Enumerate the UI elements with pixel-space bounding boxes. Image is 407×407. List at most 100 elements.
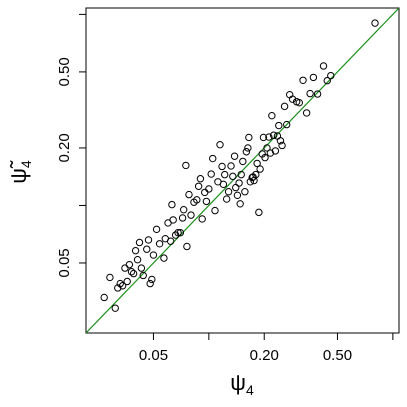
data-point [129,269,138,278]
data-point [276,137,285,145]
data-point [176,229,185,237]
data-point [244,144,252,152]
data-point [183,242,191,251]
data-point [146,279,154,288]
data-point [265,133,273,141]
data-point [309,73,318,82]
data-point [261,153,269,162]
data-point [193,196,201,204]
data-point [233,191,242,200]
data-point [280,102,289,111]
data-point [114,284,122,292]
data-point [106,273,114,282]
data-point [222,195,231,203]
data-point [198,215,206,223]
data-point [179,206,188,214]
data-point [133,256,142,264]
identity-line [86,8,399,333]
data-point [216,140,224,149]
data-point [121,264,129,272]
data-point [219,180,228,189]
data-point [230,152,239,160]
data-point [148,275,156,284]
data-point [171,231,180,239]
data-point [269,131,278,139]
data-point [278,141,286,150]
x-tick-label: 0.50 [323,347,352,364]
data-point [242,148,251,156]
data-point [323,76,331,85]
data-point [313,90,322,98]
data-point [245,133,253,142]
x-axis-subscript: 4 [246,382,254,398]
data-point [168,200,176,209]
data-point [253,159,261,168]
data-point [209,154,217,163]
x-tick-label: 0.05 [139,347,168,364]
data-point [185,190,193,199]
y-tick-label: 0.50 [56,57,73,86]
data-point [139,271,147,280]
y-tick-label: 0.05 [56,248,73,277]
data-point [221,170,229,179]
data-point [131,246,140,255]
data-point [123,277,131,286]
data-point [100,293,108,302]
data-point [205,185,213,193]
data-point [149,251,158,259]
data-point [237,170,245,179]
data-point [266,149,275,157]
y-axis-subscript: 4 [18,160,34,168]
data-point [174,229,182,237]
data-point [152,225,161,234]
data-point [275,121,283,130]
data-point [169,216,177,224]
data-point [201,188,209,197]
data-point [218,162,226,171]
data-point [299,76,307,84]
x-axis-title: ψ4 [230,370,254,398]
data-point [182,161,190,170]
x-tick-label: 0.20 [250,347,279,364]
data-point [143,245,151,253]
data-point [125,260,134,269]
plot-frame [85,7,400,334]
data-point [207,170,215,178]
data-point [235,179,243,187]
y-axis-title: ψ̃4 [6,160,34,184]
data-point [295,98,303,107]
data-point [194,182,203,190]
data-point [232,183,240,192]
data-point [259,133,268,142]
data-point [255,208,263,217]
data-point [224,188,233,196]
data-point [178,214,187,222]
data-point [306,89,314,98]
data-point [239,157,247,166]
data-point [271,147,280,155]
data-point [211,206,219,215]
data-point [111,304,119,312]
data-point [302,109,311,117]
data-point [327,71,335,80]
data-point [196,175,205,183]
data-point [229,172,237,181]
data-point [135,238,144,247]
data-point [256,165,264,173]
data-point [160,254,168,262]
data-point [116,279,124,288]
data-point [202,197,211,206]
data-point [236,200,244,208]
data-point [166,237,175,245]
data-point [288,95,297,103]
data-point [263,144,271,152]
data-point [252,170,260,179]
data-point [319,62,328,70]
data-point [187,211,195,219]
data-point [137,264,146,272]
data-point [371,19,379,27]
data-point [118,282,127,290]
y-tick-label: 0.20 [56,133,73,162]
data-point [283,120,291,129]
